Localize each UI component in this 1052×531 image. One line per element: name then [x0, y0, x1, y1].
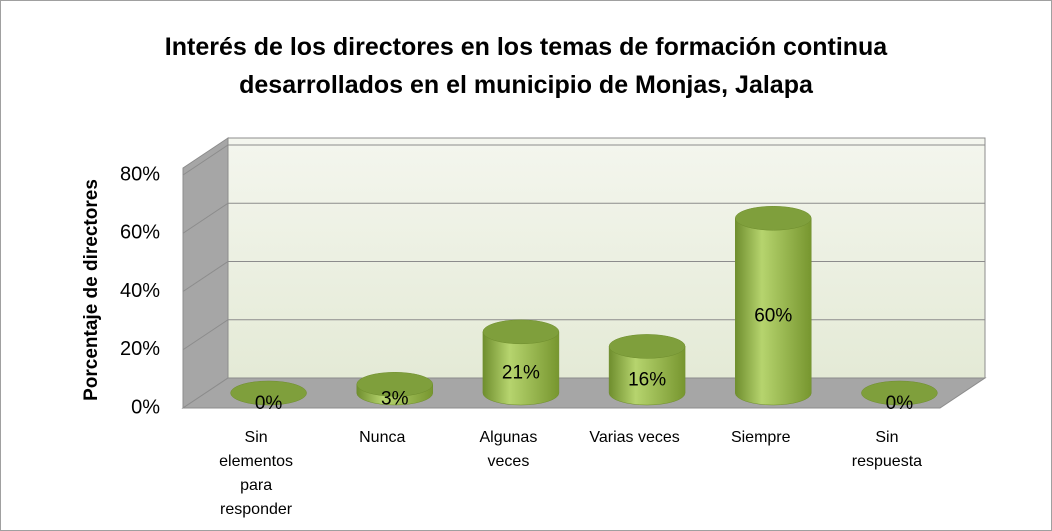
grid-line	[182, 319, 985, 351]
grid-line	[182, 261, 985, 292]
x-tick-label: Sin respuesta	[852, 429, 922, 470]
y-axis-label: Porcentaje de directores	[81, 179, 102, 401]
bar-top	[861, 380, 938, 406]
y-tick-label: 60%	[120, 222, 160, 244]
value-label: 0%	[886, 393, 914, 414]
grid-line	[182, 202, 985, 234]
bar	[608, 334, 686, 406]
x-tick-label: Siempre	[731, 429, 791, 446]
x-tick-label: Sin elementos para responder	[219, 429, 293, 518]
bar-body	[482, 331, 560, 406]
value-label: 0%	[255, 393, 283, 414]
bar	[230, 380, 307, 406]
bar-body	[735, 218, 812, 406]
value-label: 21%	[502, 362, 540, 383]
bar-body	[608, 346, 686, 406]
x-tick-label: Algunas veces	[480, 429, 538, 470]
y-tick-label: 80%	[120, 163, 160, 185]
value-label: 3%	[381, 389, 409, 410]
x-tick-label: Nunca	[359, 429, 405, 446]
bar	[861, 380, 938, 406]
y-tick-label: 40%	[120, 280, 160, 302]
bar	[482, 319, 560, 406]
side-wall	[182, 137, 229, 409]
value-label: 60%	[754, 306, 792, 327]
bar-top	[230, 380, 307, 406]
bar	[356, 372, 433, 406]
y-tick-label: 0%	[131, 396, 160, 418]
back-wall	[227, 137, 986, 379]
bar-top	[608, 334, 686, 359]
bar-top	[356, 372, 433, 397]
bar-top	[735, 206, 812, 231]
value-label: 16%	[628, 370, 666, 391]
grid-line	[182, 144, 985, 176]
bar-top	[482, 319, 560, 345]
y-tick-label: 20%	[120, 338, 160, 360]
chart-title: Interés de los directores en los temas d…	[165, 33, 889, 99]
bar	[735, 206, 812, 406]
x-tick-label: Varias veces	[589, 429, 679, 446]
